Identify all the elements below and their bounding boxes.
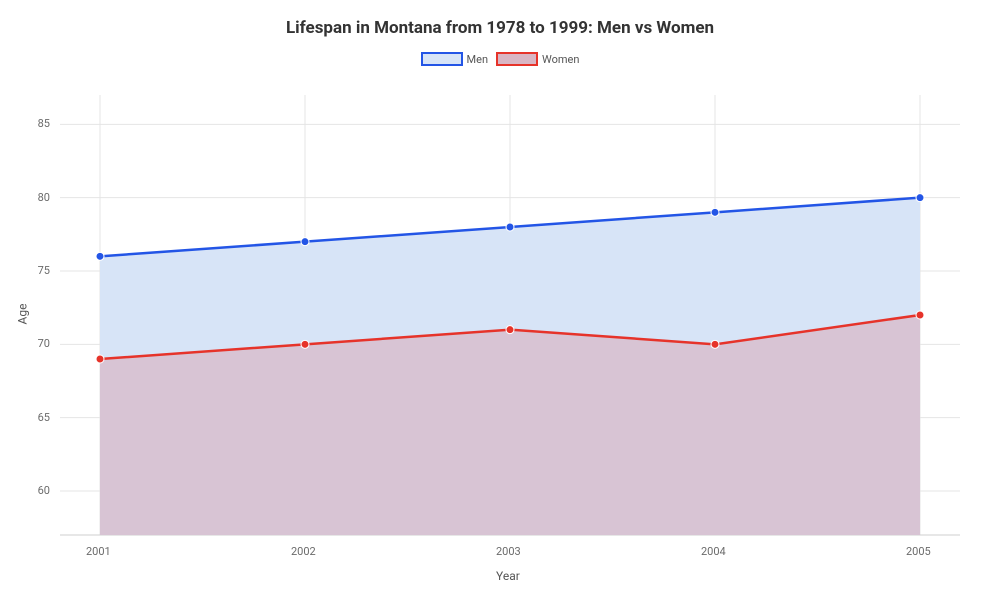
chart-container: Lifespan in Montana from 1978 to 1999: M… bbox=[0, 0, 1000, 600]
legend-item-women[interactable]: Women bbox=[496, 52, 579, 66]
chart-title: Lifespan in Montana from 1978 to 1999: M… bbox=[0, 0, 1000, 38]
x-tick-label: 2004 bbox=[701, 545, 726, 558]
y-tick-label: 80 bbox=[38, 191, 50, 204]
y-tick-label: 70 bbox=[38, 337, 50, 350]
plot-area bbox=[60, 95, 960, 535]
x-tick-label: 2003 bbox=[496, 545, 521, 558]
legend: Men Women bbox=[0, 52, 1000, 66]
y-tick-label: 85 bbox=[38, 117, 50, 130]
legend-swatch-women bbox=[496, 52, 538, 66]
y-axis-label: Age bbox=[15, 304, 29, 325]
legend-swatch-men bbox=[421, 52, 463, 66]
x-axis-label: Year bbox=[496, 569, 520, 583]
legend-label-women: Women bbox=[542, 53, 579, 66]
x-tick-label: 2001 bbox=[86, 545, 111, 558]
legend-item-men[interactable]: Men bbox=[421, 52, 489, 66]
legend-label-men: Men bbox=[467, 53, 489, 66]
x-tick-label: 2005 bbox=[906, 545, 931, 558]
x-tick-label: 2002 bbox=[291, 545, 316, 558]
y-tick-label: 60 bbox=[38, 484, 50, 497]
y-tick-label: 75 bbox=[38, 264, 50, 277]
y-tick-label: 65 bbox=[38, 411, 50, 424]
